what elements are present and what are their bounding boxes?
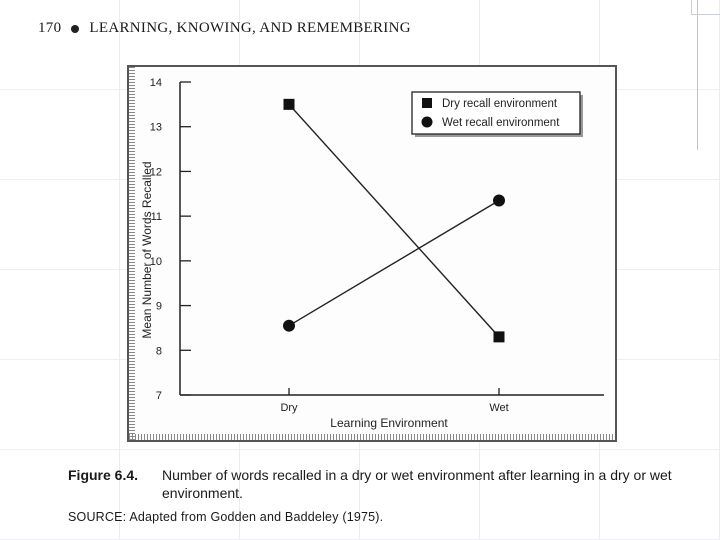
page-header: 170 LEARNING, KNOWING, AND REMEMBERING (38, 20, 411, 37)
data-point-square (493, 331, 505, 343)
chart-legend: Dry recall environment Wet recall environ… (411, 91, 583, 137)
figure-source: SOURCE: Adapted from Godden and Baddeley… (68, 510, 384, 524)
x-tick-label: Dry (280, 402, 298, 414)
y-tick-label: 8 (156, 345, 162, 357)
legend-square-icon (422, 98, 432, 108)
data-point-circle (493, 194, 505, 207)
y-tick-label: 7 (156, 390, 162, 402)
chart-series (283, 98, 505, 343)
y-tick-label: 11 (151, 211, 162, 223)
chart-axes: 7 8 9 10 11 12 13 14 Dry Wet Learning Environment M… (140, 77, 604, 430)
data-point-circle (283, 319, 295, 332)
series-line (288, 103, 500, 338)
figure-caption: Figure 6.4. Number of words recalled in … (68, 466, 688, 502)
x-axis-label: Learning Environment (330, 416, 448, 430)
page-number: 170 (38, 20, 62, 36)
series-line (288, 199, 500, 327)
figure-label: Figure 6.4. (68, 467, 139, 483)
corner-mark (691, 0, 720, 15)
chapter-title: LEARNING, KNOWING, AND REMEMBERING (89, 20, 411, 36)
legend-circle-icon (421, 116, 433, 128)
y-tick-label: 14 (150, 77, 162, 89)
y-axis-label: Mean Number of Words Recalled (140, 161, 154, 338)
y-tick-label: 13 (150, 122, 162, 134)
figure-caption-text: Number of words recalled in a dry or wet… (162, 467, 672, 501)
bullet-icon (71, 24, 80, 33)
legend-label: Wet recall environment (442, 117, 560, 129)
y-tick-label: 12 (150, 166, 162, 178)
y-tick-label: 10 (150, 256, 162, 268)
y-tick-label: 9 (156, 301, 162, 313)
x-tick-label: Wet (489, 402, 508, 414)
page-edge-line (697, 0, 698, 150)
legend-label: Dry recall environment (442, 98, 558, 110)
legend-box (411, 91, 581, 135)
data-point-square (283, 98, 295, 110)
